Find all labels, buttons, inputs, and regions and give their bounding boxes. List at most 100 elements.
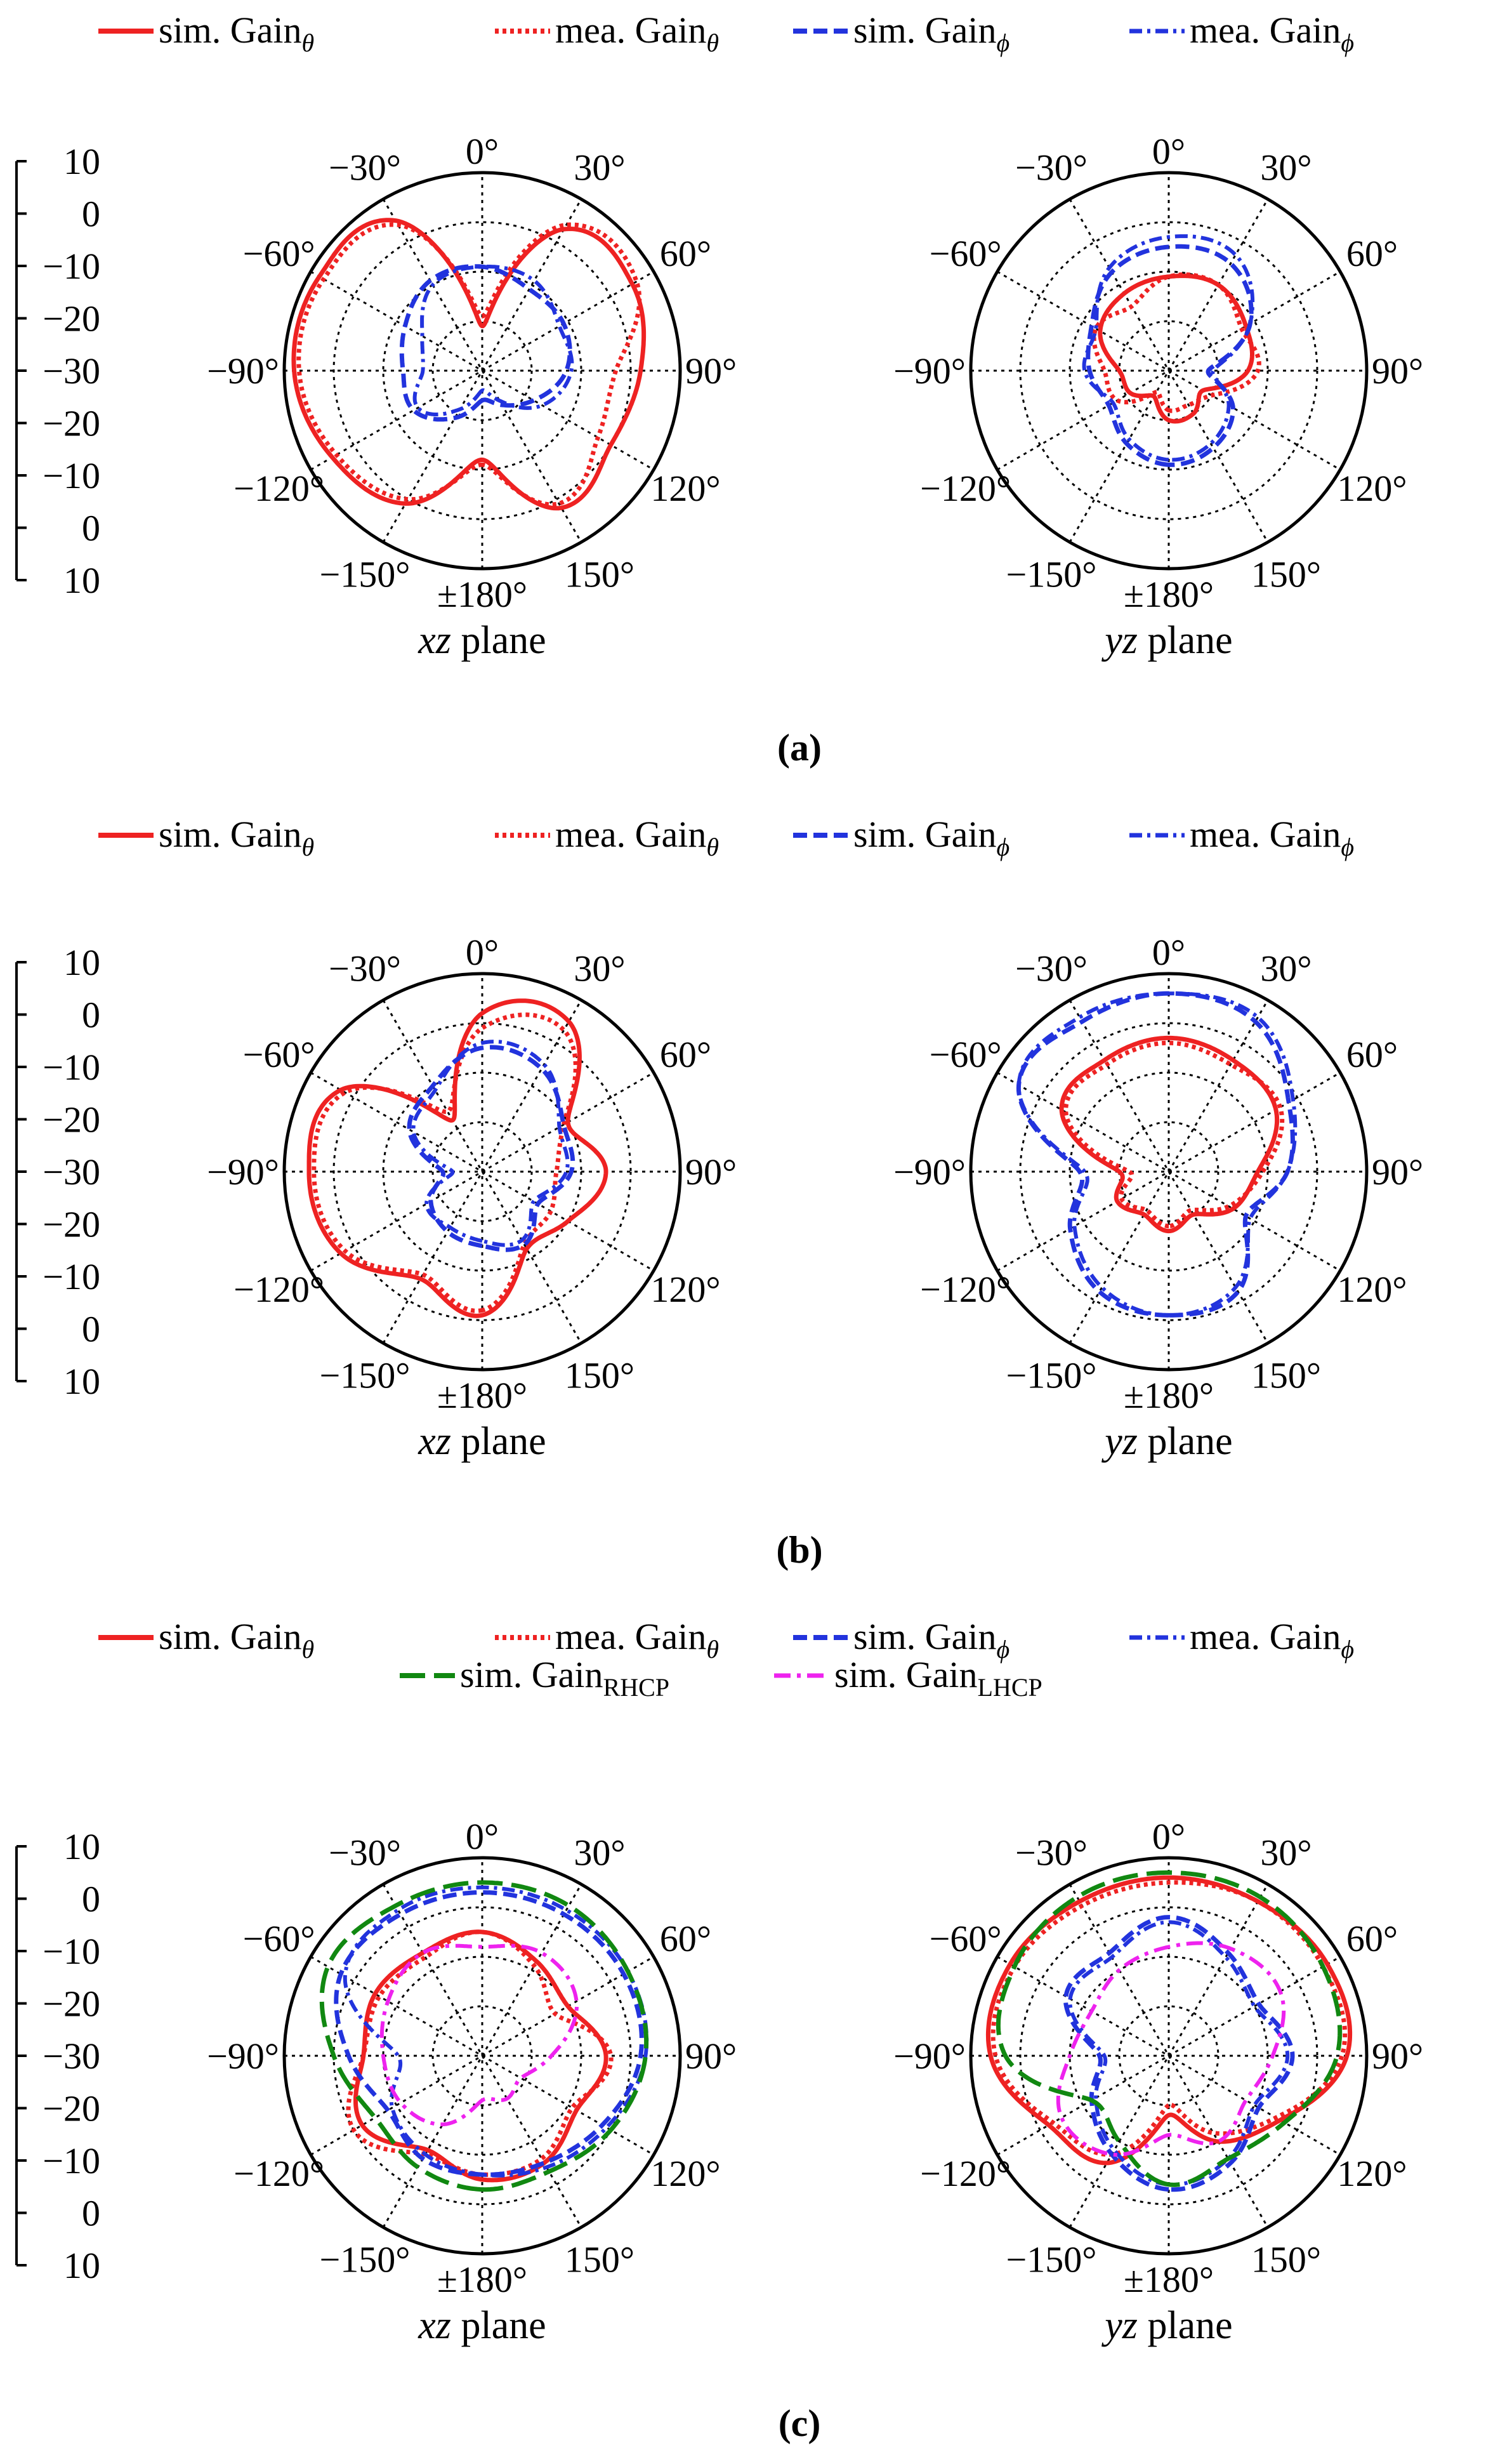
angle-label: 0° [1152, 1816, 1185, 1857]
legend-text: mea. Gain [555, 1616, 706, 1657]
angle-label: −120° [233, 2153, 324, 2194]
angle-label: −90° [893, 2035, 966, 2077]
angle-label: 120° [1337, 1269, 1407, 1310]
polar-plot-xz: 0° 30° 60° 90° 120° 150° ±180° −150° −120° −90° −6… [207, 932, 737, 1463]
radial-tick-label: −30 [43, 350, 100, 392]
radial-tick-label: −20 [43, 1204, 100, 1245]
grid-circle [431, 1121, 533, 1222]
radial-tick-label: 10 [63, 2245, 100, 2286]
plane-word: plane [461, 2304, 546, 2347]
series-sim_phi [407, 1045, 575, 1252]
angle-label: 90° [1372, 350, 1423, 392]
radial-tick-label: −30 [43, 1151, 100, 1193]
grid-circle [1019, 1022, 1318, 1321]
angle-label: ±180° [1124, 1375, 1214, 1416]
legend-text: sim. Gain [159, 10, 302, 51]
series-sim_phi [1063, 1915, 1295, 2192]
plane-word: plane [461, 1420, 546, 1463]
series-sim_phi [1016, 991, 1295, 1318]
angle-label: −90° [893, 1151, 966, 1193]
radial-tick-label: −10 [43, 455, 100, 496]
plane-label: xz plane [417, 1420, 546, 1463]
legend-subscript: ϕ [1341, 1635, 1354, 1664]
panel-label: (b) [776, 1529, 822, 1571]
legend-subscript: ϕ [997, 1635, 1010, 1664]
plane-label: yz plane [1101, 2304, 1232, 2347]
outer-circle [282, 1856, 682, 2256]
outer-circle [969, 972, 1369, 1372]
angle-label: 150° [565, 1354, 634, 1396]
radial-scale: 10 0 −10 −20 −30 −20 −10 0 10 [15, 141, 100, 601]
series-mea_phi [1016, 991, 1298, 1318]
angle-label: 120° [1337, 468, 1407, 509]
plane-label: xz plane [417, 619, 546, 662]
angle-label: 150° [1251, 2239, 1321, 2280]
series-mea_phi [411, 1040, 570, 1247]
series-mea_theta [1091, 272, 1261, 413]
legend-text: mea. Gain [1190, 814, 1341, 855]
angle-label: −90° [207, 2035, 279, 2077]
plane-word: plane [1147, 619, 1232, 662]
grid-circle [1019, 1906, 1318, 2206]
angle-label: 90° [685, 1151, 737, 1193]
legend-label-mea_phi: mea. Gainϕ [1190, 1616, 1354, 1664]
radial-tick-label: 10 [63, 1826, 100, 1867]
radial-tick-label: −30 [43, 2035, 100, 2077]
angle-label: −60° [930, 1918, 1002, 1959]
series-sim_theta [1059, 1035, 1280, 1234]
angle-label: 150° [1251, 1354, 1321, 1396]
radial-tick-label: 10 [63, 560, 100, 601]
radial-tick-label: −20 [43, 403, 100, 444]
series-mea_phi [1082, 234, 1255, 462]
grid-spoke [382, 199, 582, 543]
series-sim_theta [353, 1929, 608, 2183]
radial-tick-label: 0 [82, 2193, 100, 2234]
plane-axis: yz [1101, 1420, 1147, 1463]
legend-subscript: LHCP [978, 1673, 1042, 1702]
radial-tick-label: −10 [43, 2140, 100, 2181]
series-sim_rhcp [996, 1870, 1343, 2187]
legend-subscript: θ [302, 29, 315, 57]
legend-subscript: ϕ [1341, 833, 1354, 861]
chart-panel-a: sim. Gainθ mea. Gainθ sim. Gainϕ mea. Gainϕ… [15, 10, 1423, 769]
angle-label: 120° [1337, 2153, 1407, 2194]
angle-label: 150° [565, 553, 634, 595]
legend: sim. Gainθ mea. Gainθ sim. Gainϕ mea. Gainϕ… [98, 1616, 1354, 1702]
angle-label: −90° [207, 350, 279, 392]
series-mea_theta [346, 1929, 614, 2177]
series-sim_phi [334, 1890, 644, 2177]
legend-text: sim. Gain [853, 10, 997, 51]
legend-label-mea_phi: mea. Gainϕ [1190, 814, 1354, 861]
angle-label: −30° [1015, 1832, 1088, 1874]
angle-label: −60° [243, 233, 315, 274]
radial-tick-label: 0 [82, 194, 100, 235]
angle-label: −30° [329, 1832, 401, 1874]
series-mea_phi [1068, 1920, 1290, 2187]
radial-tick-label: −20 [43, 1099, 100, 1141]
radial-tick-label: −20 [43, 2088, 100, 2129]
plane-axis: yz [1101, 619, 1147, 662]
angle-label: 60° [1346, 1034, 1398, 1075]
series-sim_phi [399, 264, 572, 422]
angle-label: −30° [1015, 948, 1088, 989]
grid-spoke [382, 1000, 582, 1344]
radial-tick-label: 0 [82, 508, 100, 549]
legend-label-mea_theta: mea. Gainθ [555, 10, 719, 57]
angle-label: 0° [466, 131, 499, 172]
angle-label: 90° [685, 2035, 737, 2077]
legend-label-sim_phi: sim. Gainϕ [853, 1616, 1009, 1664]
polar-plot-yz: 0° 30° 60° 90° 120° 150° ±180° −150° −120° −90° −6… [893, 1816, 1423, 2347]
angle-label: ±180° [1124, 2259, 1214, 2300]
polar-plot-xz: 0° 30° 60° 90° 120° 150° ±180° −150° −120° −90° −6… [207, 131, 737, 662]
legend-subscript: θ [302, 1635, 315, 1664]
angle-label: 90° [1372, 1151, 1423, 1193]
grid-circle [431, 320, 533, 421]
radial-tick-label: 0 [82, 995, 100, 1036]
radial-scale: 10 0 −10 −20 −30 −20 −10 0 10 [15, 1826, 100, 2286]
outer-circle [969, 171, 1369, 571]
series-sim_theta [1098, 274, 1254, 424]
legend-subscript: θ [302, 833, 315, 861]
angle-label: ±180° [437, 574, 527, 615]
plane-word: plane [1147, 2304, 1232, 2347]
